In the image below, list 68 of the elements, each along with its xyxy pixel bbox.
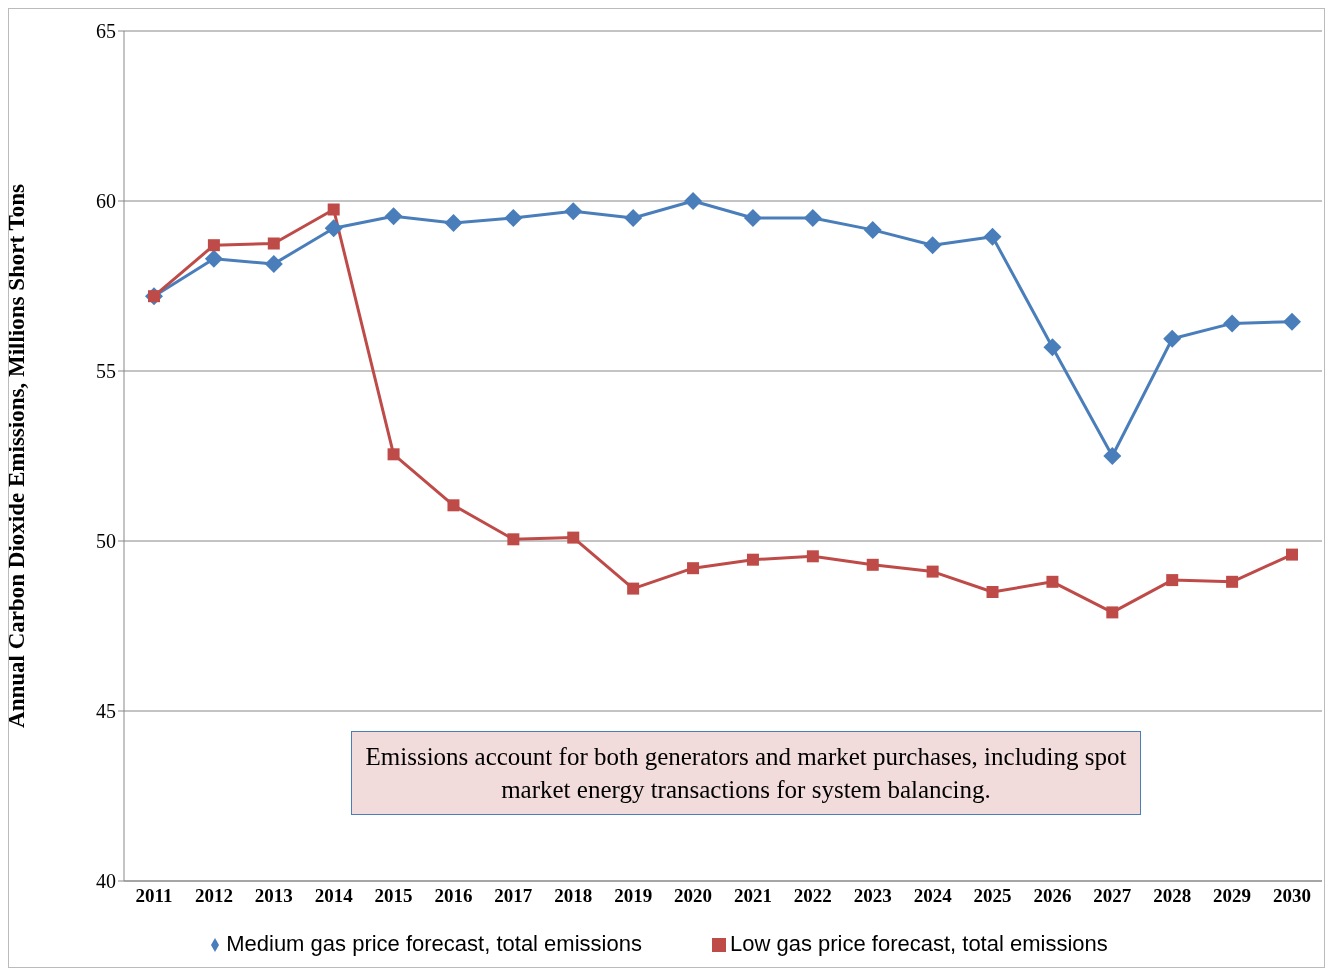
point bbox=[567, 531, 580, 544]
point bbox=[866, 558, 879, 571]
point bbox=[627, 582, 640, 595]
y-tick-label: 40 bbox=[96, 870, 116, 893]
x-tick-label: 2012 bbox=[194, 885, 233, 907]
point bbox=[1226, 575, 1239, 588]
point bbox=[1046, 575, 1059, 588]
x-tick-label: 2022 bbox=[793, 885, 832, 907]
x-tick-label: 2027 bbox=[1093, 885, 1132, 907]
x-tick-label: 2017 bbox=[494, 885, 533, 907]
point bbox=[264, 254, 283, 273]
point bbox=[746, 553, 759, 566]
x-tick-label: 2011 bbox=[135, 885, 173, 907]
x-tick-label: 2015 bbox=[374, 885, 413, 907]
point bbox=[384, 207, 403, 226]
point bbox=[1103, 447, 1122, 465]
point bbox=[207, 239, 220, 252]
y-tick-label: 45 bbox=[96, 700, 116, 723]
x-tick-label: 2016 bbox=[434, 885, 473, 907]
point bbox=[1283, 312, 1301, 331]
y-tick-label: 50 bbox=[96, 530, 116, 553]
x-tick-label: 2019 bbox=[614, 885, 653, 907]
x-tick-label: 2025 bbox=[973, 885, 1012, 907]
x-tick-label: 2023 bbox=[853, 885, 892, 907]
point bbox=[743, 209, 762, 227]
point bbox=[986, 586, 999, 598]
y-tick-label: 55 bbox=[96, 360, 116, 383]
legend-label: Low gas price forecast, total emissions bbox=[729, 931, 1108, 956]
point bbox=[687, 562, 700, 575]
point bbox=[806, 550, 819, 563]
point bbox=[926, 565, 939, 578]
point bbox=[1163, 329, 1182, 348]
point bbox=[684, 192, 703, 210]
point bbox=[447, 499, 460, 512]
point bbox=[564, 202, 583, 221]
point bbox=[1043, 338, 1062, 357]
point bbox=[1223, 314, 1242, 333]
point bbox=[983, 227, 1002, 246]
point bbox=[267, 237, 280, 250]
legend-label: Medium gas price forecast, total emissions bbox=[226, 931, 642, 956]
x-tick-label: 2021 bbox=[733, 885, 772, 907]
x-tick-label: 2014 bbox=[314, 885, 354, 907]
point bbox=[624, 209, 643, 227]
point bbox=[204, 249, 223, 268]
x-tick-label: 2013 bbox=[254, 885, 293, 907]
y-tick-label: 65 bbox=[96, 20, 116, 43]
point bbox=[327, 203, 340, 216]
y-axis-title: Annual Carbon Dioxide Emissions, Millions Short Tons bbox=[4, 184, 30, 728]
point bbox=[923, 236, 942, 255]
annotation: Emissions account for both generators and market purchases, including spot market energy transactions for system balancing. bbox=[351, 731, 1141, 815]
point bbox=[504, 209, 523, 227]
point bbox=[1166, 574, 1179, 587]
point bbox=[803, 209, 822, 227]
point bbox=[444, 214, 463, 233]
x-tick-label: 2024 bbox=[913, 885, 953, 907]
x-tick-label: 2018 bbox=[554, 885, 593, 907]
point bbox=[324, 219, 343, 238]
point bbox=[387, 448, 400, 461]
x-tick-label: 2028 bbox=[1153, 885, 1192, 907]
x-tick-label: 2026 bbox=[1033, 885, 1072, 907]
point bbox=[1286, 548, 1298, 561]
point bbox=[863, 220, 882, 239]
x-tick-label: 2030 bbox=[1273, 885, 1311, 907]
x-tick-label: 2029 bbox=[1213, 885, 1252, 907]
y-tick-label: 60 bbox=[96, 190, 116, 213]
point bbox=[507, 533, 520, 546]
x-tick-label: 2020 bbox=[674, 885, 713, 907]
point bbox=[1106, 606, 1119, 619]
